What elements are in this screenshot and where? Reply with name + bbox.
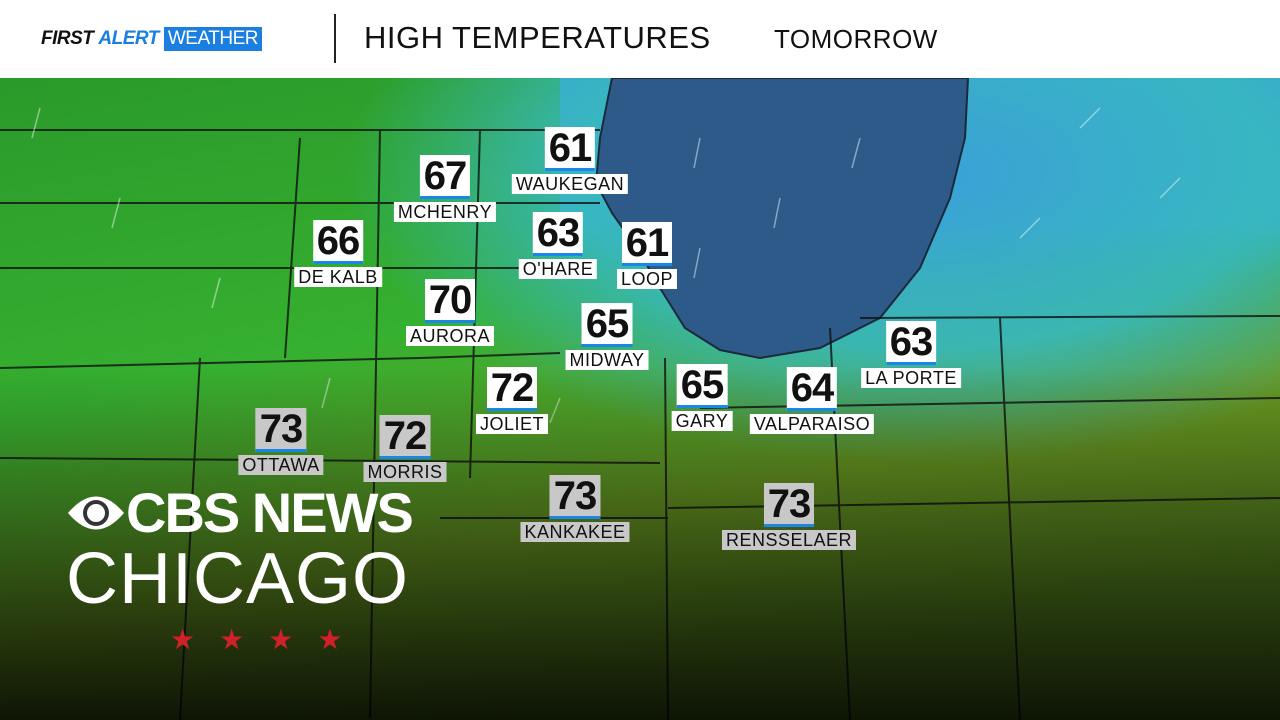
location-name: AURORA [405, 326, 495, 346]
header-bar: FIRST ALERT WEATHER HIGH TEMPERATURES TO… [0, 0, 1280, 78]
page-subtitle: TOMORROW [774, 24, 938, 54]
star-icon: ★ [317, 624, 343, 655]
location-label-waukegan: 61 WAUKEGAN [511, 127, 629, 194]
location-name: MCHENRY [393, 202, 497, 222]
location-name: LA PORTE [861, 368, 961, 388]
temperature-value: 63 [532, 212, 584, 256]
logo-chicago: CHICAGO [66, 539, 410, 619]
location-label-mchenry: 67 MCHENRY [393, 155, 497, 222]
cbs-eye-icon [68, 496, 124, 530]
temperature-value: 73 [549, 475, 601, 519]
temperature-value: 67 [419, 155, 471, 199]
temperature-value: 64 [786, 367, 838, 411]
temperature-value: 66 [312, 220, 364, 264]
location-name: JOLIET [475, 414, 549, 434]
chicago-stars: ★ ★ ★ ★ [170, 623, 412, 656]
cbs-news-chicago-logo: CBS NEWS CHICAGO ★ ★ ★ ★ [66, 481, 414, 656]
star-icon: ★ [219, 624, 245, 655]
location-label-midway: 65 MIDWAY [565, 303, 649, 370]
location-name: WAUKEGAN [511, 174, 629, 194]
temperature-value: 72 [486, 367, 538, 411]
location-name: LOOP [616, 269, 678, 289]
temperature-value: 61 [621, 222, 673, 266]
location-name: VALPARAISO [749, 414, 875, 434]
temperature-value: 73 [255, 408, 307, 452]
logo-cbs-news: CBS NEWS [126, 481, 414, 544]
location-name: KANKAKEE [520, 522, 630, 542]
location-name: MORRIS [363, 462, 447, 482]
location-name: O'HARE [518, 259, 598, 279]
location-name: GARY [671, 411, 733, 431]
location-name: DE KALB [294, 267, 382, 287]
header-divider [334, 14, 336, 63]
temperature-map [0, 78, 1280, 720]
brand-first: FIRST [41, 28, 94, 49]
location-label-rensselaer: 73 RENSSELAER [721, 483, 857, 550]
brand-weather: WEATHER [163, 27, 262, 51]
location-label-joliet: 72 JOLIET [475, 367, 549, 434]
location-name: MIDWAY [565, 350, 649, 370]
temperature-value: 73 [763, 483, 815, 527]
bottom-shade [0, 78, 1280, 720]
location-name: OTTAWA [238, 455, 324, 475]
location-label-kankakee: 73 KANKAKEE [520, 475, 630, 542]
location-label-la-porte: 63 LA PORTE [861, 321, 961, 388]
temperature-value: 65 [676, 364, 728, 408]
brand-alert: ALERT [98, 28, 159, 49]
location-label-valparaiso: 64 VALPARAISO [749, 367, 875, 434]
location-label-gary: 65 GARY [671, 364, 733, 431]
temperature-value: 63 [885, 321, 937, 365]
temperature-value: 72 [379, 415, 431, 459]
temperature-value: 65 [581, 303, 633, 347]
first-alert-weather-logo: FIRST ALERT WEATHER [41, 27, 262, 51]
location-label-ottawa: 73 OTTAWA [238, 408, 324, 475]
location-name: RENSSELAER [721, 530, 857, 550]
temperature-value: 61 [544, 127, 596, 171]
location-label-aurora: 70 AURORA [405, 279, 495, 346]
location-label-morris: 72 MORRIS [363, 415, 447, 482]
location-label-loop: 61 LOOP [616, 222, 678, 289]
location-label-ohare: 63 O'HARE [518, 212, 598, 279]
star-icon: ★ [268, 624, 294, 655]
temperature-value: 70 [424, 279, 476, 323]
page-title: HIGH TEMPERATURES [364, 20, 711, 55]
location-label-de-kalb: 66 DE KALB [294, 220, 382, 287]
star-icon: ★ [170, 624, 196, 655]
